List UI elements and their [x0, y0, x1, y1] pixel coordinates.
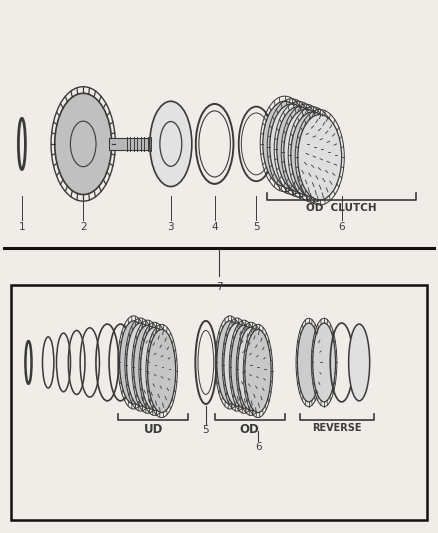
- Bar: [11, 285, 427, 520]
- Ellipse shape: [55, 93, 112, 195]
- Text: 7: 7: [215, 282, 223, 293]
- Ellipse shape: [134, 325, 162, 408]
- Text: UD: UD: [144, 423, 163, 435]
- Ellipse shape: [284, 109, 328, 195]
- Ellipse shape: [141, 327, 169, 410]
- Ellipse shape: [245, 329, 271, 413]
- Ellipse shape: [291, 112, 335, 197]
- Text: 5: 5: [253, 222, 260, 231]
- Text: 3: 3: [167, 222, 174, 231]
- Text: 2: 2: [80, 222, 87, 231]
- Ellipse shape: [297, 323, 320, 402]
- Ellipse shape: [127, 323, 155, 406]
- Text: 1: 1: [18, 222, 25, 231]
- Ellipse shape: [298, 115, 342, 200]
- Text: OD  CLUTCH: OD CLUTCH: [306, 203, 377, 213]
- Ellipse shape: [313, 323, 336, 402]
- Ellipse shape: [277, 107, 321, 192]
- Text: OD: OD: [240, 423, 260, 435]
- Ellipse shape: [148, 329, 176, 413]
- Ellipse shape: [231, 325, 257, 408]
- Text: 4: 4: [211, 222, 218, 231]
- Text: 5: 5: [202, 425, 209, 435]
- Ellipse shape: [217, 321, 243, 404]
- Ellipse shape: [238, 327, 264, 410]
- Bar: [109, 138, 151, 150]
- Ellipse shape: [224, 323, 250, 406]
- Ellipse shape: [263, 101, 307, 187]
- Ellipse shape: [150, 101, 192, 187]
- Text: 6: 6: [338, 222, 345, 231]
- Ellipse shape: [270, 104, 314, 189]
- Ellipse shape: [349, 324, 370, 401]
- Text: 6: 6: [255, 442, 262, 453]
- Text: REVERSE: REVERSE: [312, 423, 362, 433]
- Ellipse shape: [120, 321, 148, 404]
